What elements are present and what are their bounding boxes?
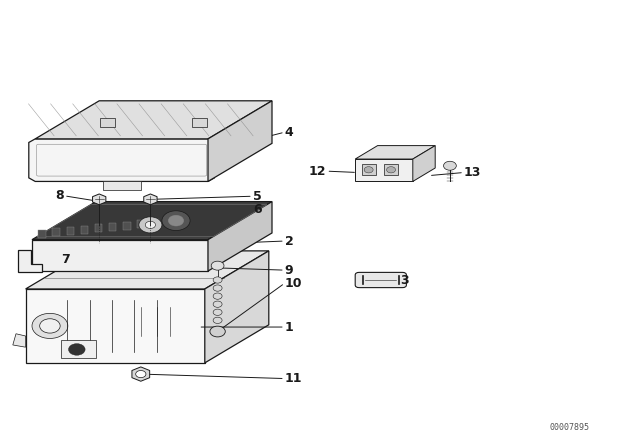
FancyBboxPatch shape	[355, 272, 406, 288]
Polygon shape	[208, 202, 272, 271]
Bar	[165, 218, 173, 226]
Bar	[192, 118, 207, 127]
Polygon shape	[413, 146, 435, 181]
Polygon shape	[93, 194, 106, 205]
Polygon shape	[37, 205, 267, 237]
Bar	[103, 181, 141, 190]
Circle shape	[139, 217, 162, 233]
Text: 1: 1	[285, 320, 294, 334]
Text: 4: 4	[285, 125, 294, 139]
Text: 11: 11	[285, 372, 302, 385]
Text: 6: 6	[253, 202, 261, 216]
Text: 5: 5	[253, 190, 262, 203]
Polygon shape	[132, 367, 150, 381]
Polygon shape	[13, 334, 26, 347]
Circle shape	[211, 261, 224, 270]
Circle shape	[213, 317, 222, 323]
Bar	[81, 226, 88, 234]
Text: 9: 9	[285, 263, 293, 277]
Polygon shape	[26, 251, 269, 289]
Bar	[100, 118, 115, 127]
Circle shape	[213, 293, 222, 299]
Circle shape	[162, 211, 190, 230]
Circle shape	[145, 221, 156, 228]
Polygon shape	[29, 139, 214, 181]
Circle shape	[168, 215, 184, 226]
Polygon shape	[26, 289, 205, 363]
Bar	[151, 219, 159, 227]
Bar	[61, 340, 96, 358]
Bar	[123, 222, 131, 230]
Polygon shape	[32, 202, 272, 240]
Circle shape	[213, 309, 222, 315]
Polygon shape	[205, 251, 269, 363]
Polygon shape	[355, 146, 435, 159]
Text: 2: 2	[285, 234, 294, 248]
Bar	[52, 228, 60, 237]
Bar	[109, 223, 116, 231]
Polygon shape	[35, 101, 272, 139]
Circle shape	[68, 344, 85, 355]
Polygon shape	[208, 101, 272, 181]
Text: 3: 3	[400, 273, 408, 287]
Text: 8: 8	[56, 189, 64, 202]
Text: 13: 13	[464, 166, 481, 179]
Bar	[362, 164, 376, 175]
Text: 10: 10	[285, 276, 302, 290]
Circle shape	[213, 285, 222, 291]
Circle shape	[387, 167, 396, 173]
Polygon shape	[144, 194, 157, 205]
Circle shape	[444, 161, 456, 170]
Text: 7: 7	[61, 253, 70, 267]
Circle shape	[364, 167, 373, 173]
Text: 00007895: 00007895	[550, 423, 589, 432]
Polygon shape	[18, 250, 42, 272]
Circle shape	[210, 326, 225, 337]
Polygon shape	[355, 159, 413, 181]
Circle shape	[213, 301, 222, 307]
Circle shape	[40, 319, 60, 333]
Bar	[67, 227, 74, 235]
Bar	[38, 230, 46, 238]
Circle shape	[32, 314, 68, 339]
Text: 12: 12	[309, 164, 326, 178]
Polygon shape	[32, 240, 208, 271]
Bar	[137, 220, 145, 228]
Circle shape	[213, 277, 222, 283]
Bar	[384, 164, 398, 175]
Circle shape	[136, 370, 146, 378]
Bar	[95, 224, 102, 233]
